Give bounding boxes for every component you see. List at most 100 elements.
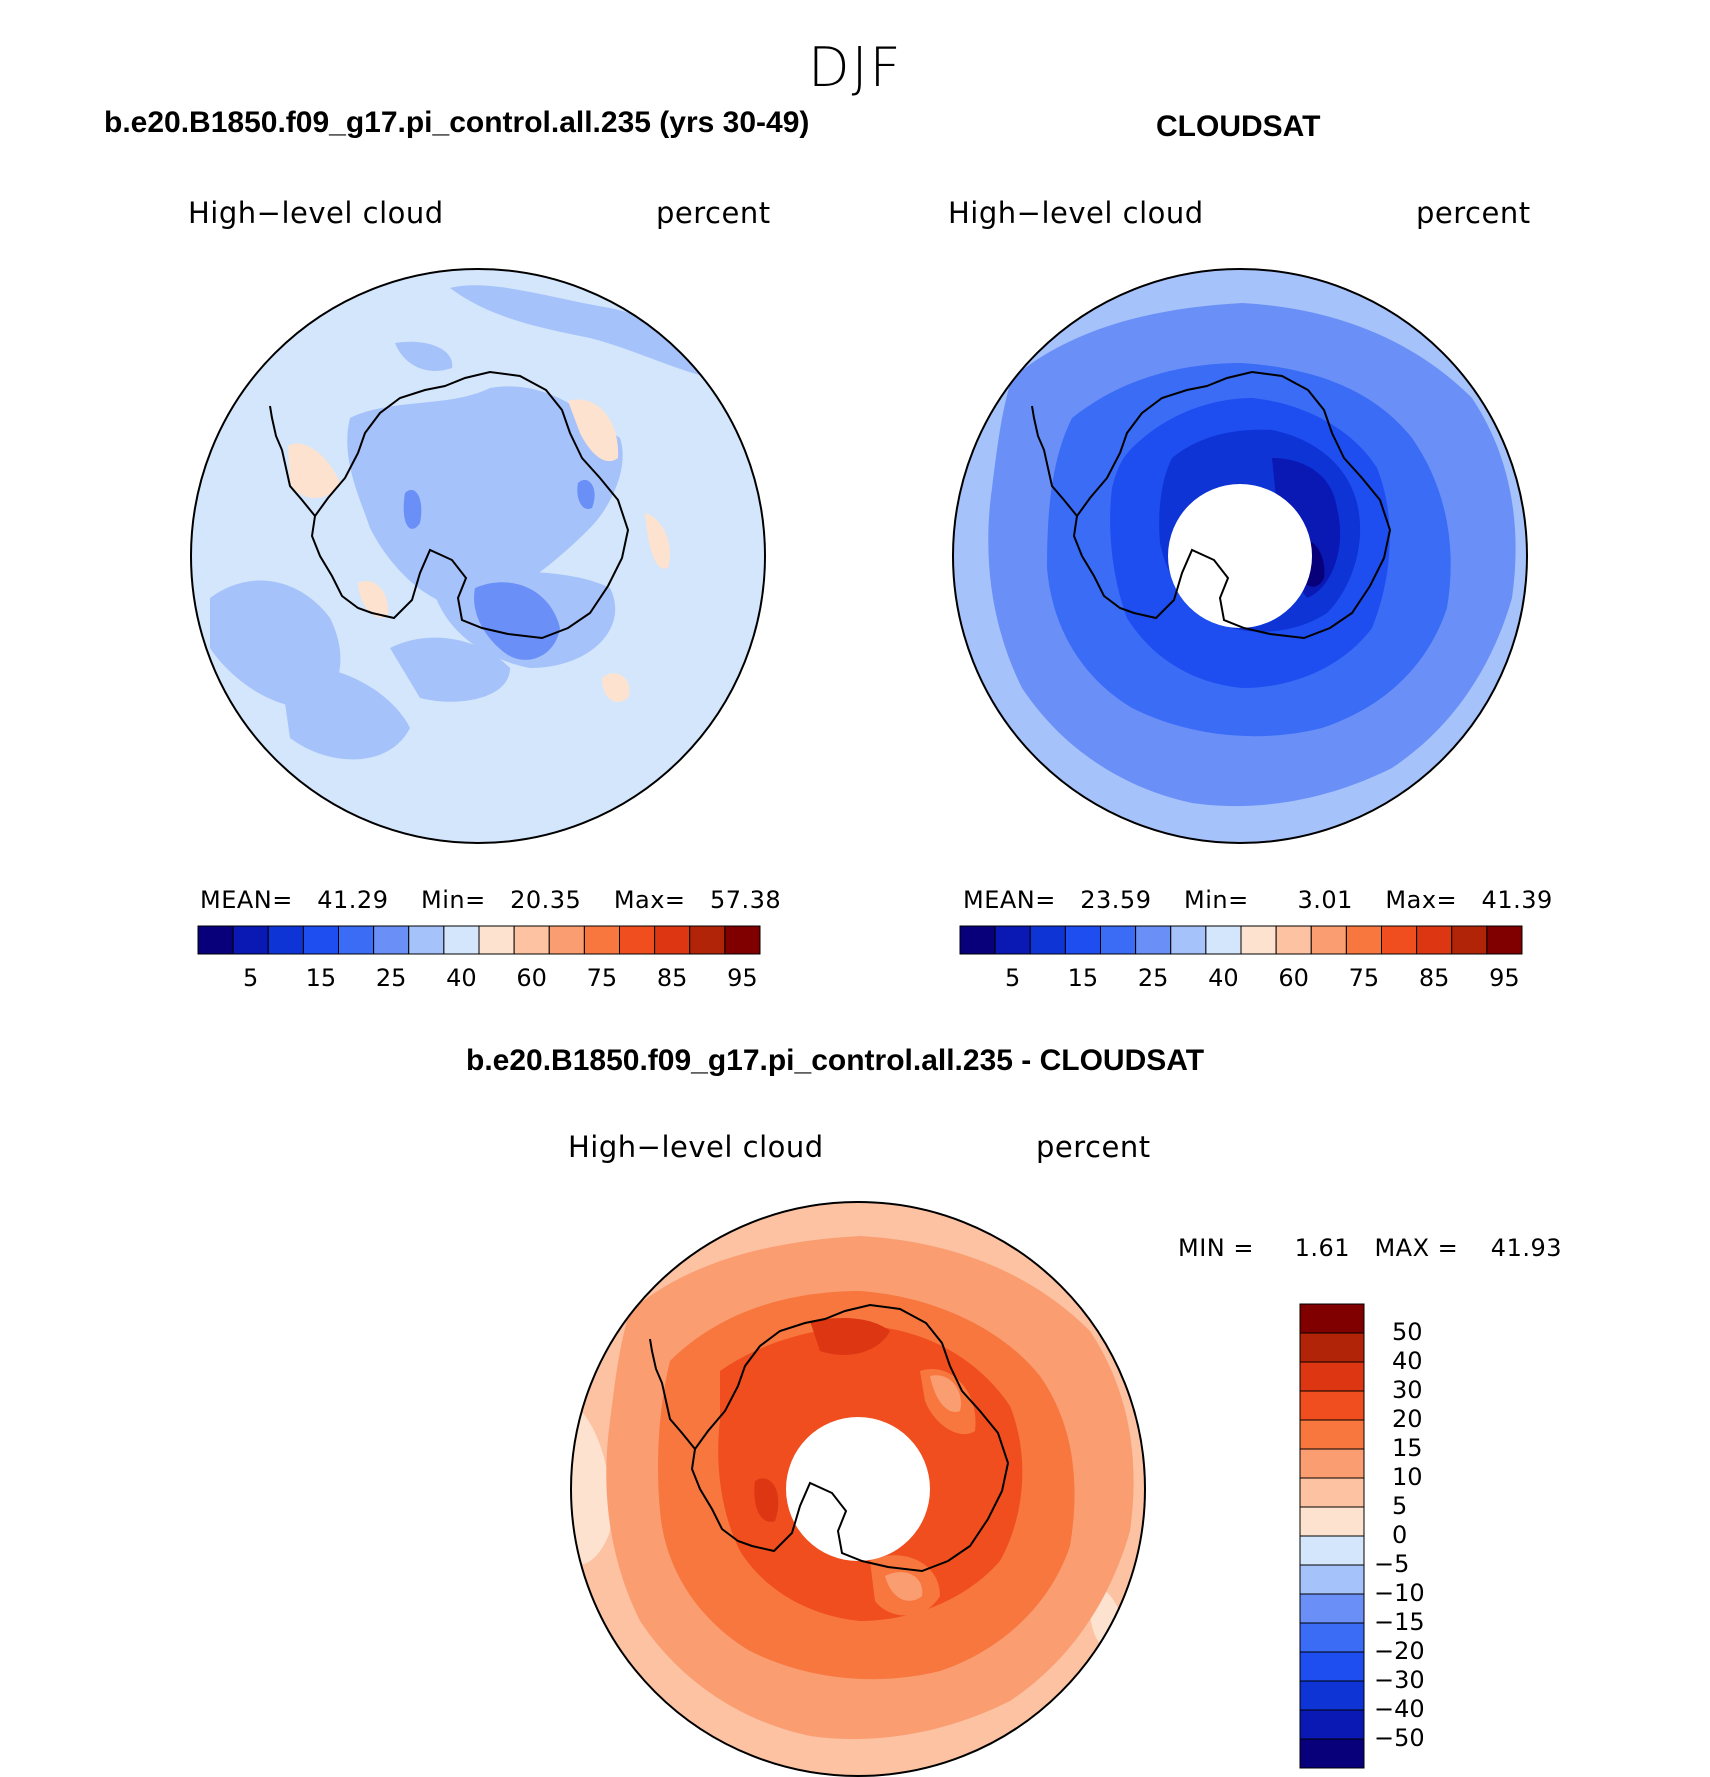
colorbar-swatch <box>1135 925 1172 955</box>
colorbar-swatch <box>338 925 375 955</box>
colorbar-swatch <box>1345 925 1382 955</box>
map-fill-30-40 <box>754 1478 779 1522</box>
min-value: 3.01 <box>1297 886 1353 914</box>
missing-data-region <box>786 1417 930 1561</box>
map-fill-60-75 <box>288 443 340 498</box>
colorbar-swatch <box>197 925 234 955</box>
colorbar-tick-label: 15 <box>1392 1434 1423 1462</box>
min-label: Min= <box>1183 886 1249 914</box>
map-outline <box>952 268 1528 844</box>
peninsula-coastline <box>649 1338 696 1450</box>
mean-label: MEAN= <box>963 886 1056 914</box>
colorbar-tick-label: 60 <box>1278 964 1309 992</box>
colorbar-swatch <box>1299 1680 1365 1711</box>
colorbar-swatch <box>443 925 480 955</box>
colorbar-swatch <box>373 925 410 955</box>
diff-minmax: MIN = 1.61 MAX = 41.93 <box>1178 1234 1562 1262</box>
mean-value: 41.29 <box>317 886 389 914</box>
antarctica-coastline <box>1072 370 1392 640</box>
peninsula-coastline <box>269 405 316 517</box>
colorbar-tick-label: 15 <box>305 964 337 992</box>
colorbar-swatch <box>1299 1361 1365 1392</box>
colorbar-tick-label: −30 <box>1374 1666 1425 1694</box>
colorbar-swatch <box>654 925 691 955</box>
map-fill-25-40 <box>280 666 410 760</box>
map-fill-25-40 <box>390 637 510 702</box>
colorbar-tick-label: −50 <box>1374 1724 1425 1752</box>
colorbar-swatch <box>994 925 1031 955</box>
colorbar-swatch <box>619 925 656 955</box>
map-fill-30-40 <box>810 1318 890 1355</box>
model-colorbar-ticks: 5 15 25 40 60 75 85 95 <box>198 964 760 994</box>
colorbar-swatch <box>1299 1738 1365 1769</box>
missing-data-region <box>1168 484 1312 628</box>
colorbar-tick-label: 60 <box>516 964 547 992</box>
colorbar-swatch <box>583 925 620 955</box>
colorbar-swatch <box>1299 1390 1365 1421</box>
diff-colorbar <box>1299 1303 1365 1769</box>
colorbar-swatch <box>478 925 515 955</box>
map-fill-0-5 <box>571 1401 611 1565</box>
antarctica-coastline <box>690 1303 1010 1573</box>
map-fill-15-25 <box>577 479 595 509</box>
map-outline <box>190 268 766 844</box>
max-label: Max= <box>613 886 686 914</box>
colorbar-tick-label: 40 <box>1208 964 1239 992</box>
map-fill-15-25 <box>474 582 560 660</box>
model-units-label: percent <box>656 196 771 230</box>
model-polar-map <box>190 268 766 844</box>
colorbar-swatch <box>302 925 339 955</box>
min-value: 20.35 <box>510 886 582 914</box>
colorbar-tick-label: −15 <box>1374 1608 1425 1636</box>
model-colorbar <box>197 925 761 955</box>
colorbar-swatch <box>1299 1477 1365 1508</box>
diff-min-value: 1.61 <box>1294 1234 1351 1262</box>
colorbar-swatch <box>1299 1709 1365 1740</box>
colorbar-tick-label: 20 <box>1392 1405 1423 1433</box>
colorbar-tick-label: 5 <box>1392 1492 1408 1520</box>
map-fill-25-40 <box>450 285 710 378</box>
colorbar-swatch <box>959 925 996 955</box>
obs-colorbar <box>959 925 1523 955</box>
diff-colorbar-ticks: 50 40 30 20 15 10 5 0 −5 −10 −15 −20 −30 −40 −50 <box>1374 1304 1464 1768</box>
min-label: Min= <box>420 886 486 914</box>
colorbar-swatch <box>548 925 585 955</box>
colorbar-swatch <box>724 925 761 955</box>
colorbar-swatch <box>1299 1564 1365 1595</box>
obs-units-label: percent <box>1416 196 1531 230</box>
colorbar-tick-label: 5 <box>243 964 259 992</box>
colorbar-swatch <box>1299 1303 1365 1334</box>
map-fill-15-25 <box>403 489 422 529</box>
colorbar-swatch <box>267 925 304 955</box>
colorbar-swatch <box>1381 925 1418 955</box>
max-label: Max= <box>1385 886 1458 914</box>
colorbar-swatch <box>513 925 550 955</box>
map-fill-25-40 <box>347 386 623 608</box>
max-value: 57.38 <box>709 886 782 914</box>
colorbar-swatch <box>1299 1651 1365 1682</box>
max-value: 41.39 <box>1481 886 1553 914</box>
colorbar-swatch <box>1170 925 1207 955</box>
diff-max-label: MAX = <box>1374 1234 1459 1262</box>
map-fill-10-15 <box>885 1572 923 1601</box>
colorbar-swatch <box>1240 925 1277 955</box>
colorbar-swatch <box>689 925 726 955</box>
colorbar-tick-label: 10 <box>1392 1463 1423 1491</box>
colorbar-swatch <box>1275 925 1312 955</box>
colorbar-swatch <box>1299 1419 1365 1450</box>
colorbar-tick-label: 75 <box>586 964 618 992</box>
antarctica-coastline <box>310 370 630 640</box>
colorbar-tick-label: 50 <box>1392 1318 1423 1346</box>
colorbar-swatch <box>1299 1593 1365 1624</box>
diff-polar-map <box>570 1201 1146 1777</box>
season-title: DJF <box>808 36 903 99</box>
diff-min-label: MIN = <box>1178 1234 1254 1262</box>
diff-variable-label: High−level cloud <box>568 1130 824 1164</box>
colorbar-tick-label: −20 <box>1374 1637 1425 1665</box>
colorbar-swatch <box>1299 1535 1365 1566</box>
colorbar-swatch <box>1029 925 1066 955</box>
model-variable-label: High−level cloud <box>188 196 444 230</box>
mean-label: MEAN= <box>200 886 293 914</box>
colorbar-swatch <box>232 925 269 955</box>
colorbar-swatch <box>1064 925 1101 955</box>
